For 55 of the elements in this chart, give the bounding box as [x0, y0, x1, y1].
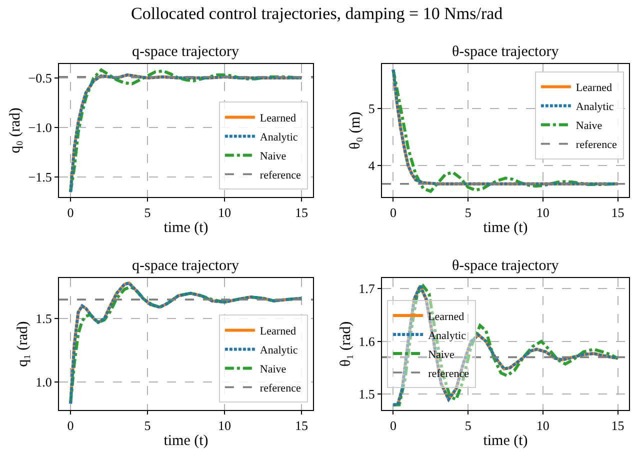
legend-label: reference	[428, 368, 470, 380]
legend-label: Learned	[260, 325, 296, 338]
x-tick-label: 5	[144, 205, 151, 220]
legend-label: Naive	[260, 150, 286, 162]
x-tick-label: 15	[611, 205, 624, 220]
x-tick-label: 0	[390, 205, 396, 220]
legend-label: Naive	[260, 363, 286, 376]
x-tick-label: 5	[464, 205, 472, 220]
chart-title: θ-space trajectory	[452, 44, 560, 60]
legend-label: Analytic	[428, 330, 466, 342]
y-tick-label: 1.6	[358, 334, 376, 349]
x-tick-label: 10	[218, 418, 231, 434]
legend-label: Naive	[576, 120, 602, 132]
y-tick-label: 1.5	[36, 311, 52, 326]
x-tick-label: 15	[611, 418, 624, 434]
y-tick-label: 1.7	[358, 281, 376, 296]
x-tick-label: 5	[464, 418, 472, 434]
legend-label: Naive	[428, 348, 454, 361]
legend-label: Analytic	[576, 101, 614, 114]
y-axis-title: q₀ (rad)	[8, 108, 24, 154]
x-tick-label: 15	[294, 418, 308, 434]
legend-label: Learned	[260, 112, 296, 124]
x-axis-title: time (t)	[483, 220, 528, 236]
y-axis-title: θ₀ (m)	[348, 112, 364, 150]
legend-label: reference	[260, 169, 301, 182]
x-tick-label: 10	[536, 205, 550, 220]
x-axis-title: time (t)	[483, 433, 528, 450]
x-tick-label: 15	[294, 205, 308, 220]
x-axis-title: time (t)	[164, 433, 208, 450]
y-axis-title: q₁ (rad)	[14, 321, 31, 367]
x-tick-label: 10	[536, 418, 550, 434]
x-tick-label: 0	[67, 418, 74, 434]
legend-label: Analytic	[260, 131, 298, 144]
chart-title: q-space trajectory	[132, 44, 240, 60]
x-tick-label: 0	[67, 205, 74, 220]
legend-label: Learned	[428, 310, 465, 323]
y-tick-label: −1.0	[28, 120, 52, 136]
y-tick-label: −1.5	[28, 170, 52, 185]
y-tick-label: 1.5	[358, 386, 375, 402]
chart-title: q-space trajectory	[132, 258, 240, 274]
text: Collocated control trajectories, damping = 10 Nms/rad	[131, 4, 504, 23]
y-tick-label: 1.0	[36, 374, 52, 390]
y-tick-label: −0.5	[28, 70, 52, 86]
legend-label: reference	[260, 382, 301, 394]
y-tick-label: 5	[368, 101, 375, 116]
y-axis-title: θ₁ (rad)	[338, 321, 354, 367]
x-axis-title: time (t)	[164, 220, 208, 236]
y-tick-label: 4	[368, 158, 376, 174]
x-tick-label: 5	[144, 418, 151, 434]
legend-label: Learned	[576, 82, 612, 94]
legend-label: Analytic	[260, 344, 298, 356]
legend-label: reference	[576, 139, 617, 152]
x-tick-label: 0	[390, 418, 396, 434]
x-tick-label: 10	[218, 205, 231, 220]
chart-title: θ-space trajectory	[452, 258, 560, 274]
